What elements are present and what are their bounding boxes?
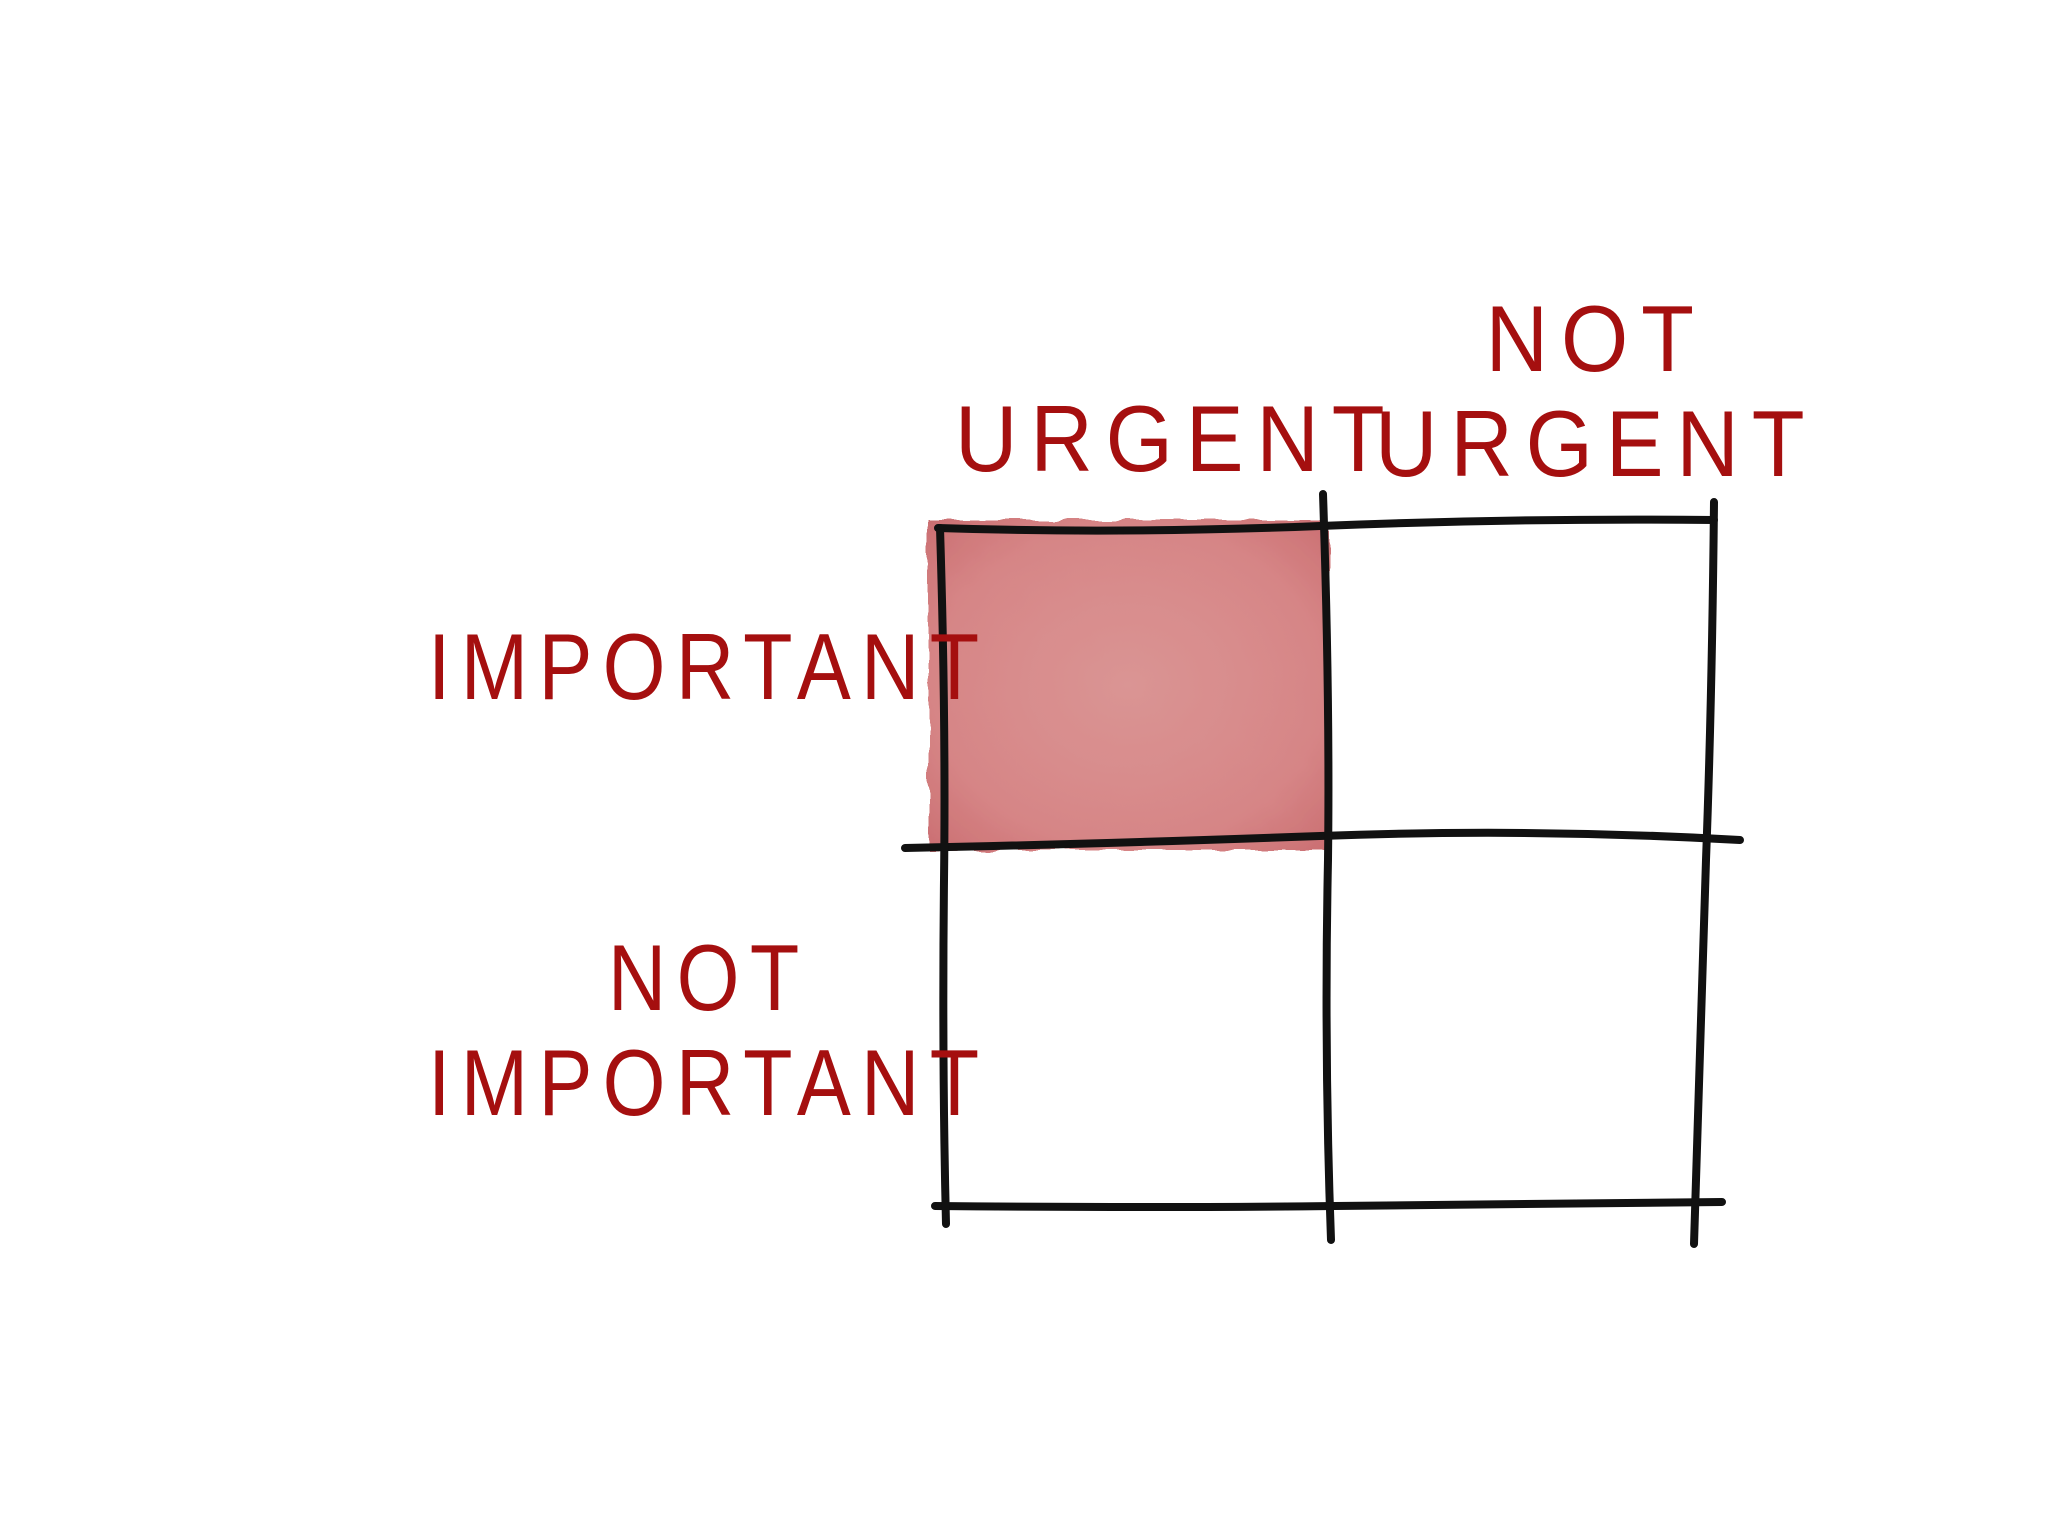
grid-line-center [1319,490,1335,1244]
column-label-urgent-line-1: URGENT [955,386,1398,491]
column-label-urgent: URGENT [955,392,1397,486]
grid-line-middle [901,828,1744,852]
grid-line-left [936,524,950,1228]
row-label-important: IMPORTANT [428,620,989,714]
grid-line-right [1690,498,1718,1248]
column-label-not-urgent-line-1: NOT [1485,286,1707,391]
row-label-not-important: NOT IMPORTANT [428,925,989,1136]
row-label-not-important-line-1: NOT [607,925,810,1030]
column-label-not-urgent-line-2: URGENT [1375,391,1818,497]
row-label-important-line-1: IMPORTANT [428,614,990,719]
highlight-urgent-important [928,520,1328,850]
grid-line-top [934,515,1718,535]
row-label-not-important-line-2: IMPORTANT [428,1030,990,1136]
grid-line-bottom [931,1198,1726,1211]
column-label-not-urgent: NOT URGENT [1375,286,1817,497]
